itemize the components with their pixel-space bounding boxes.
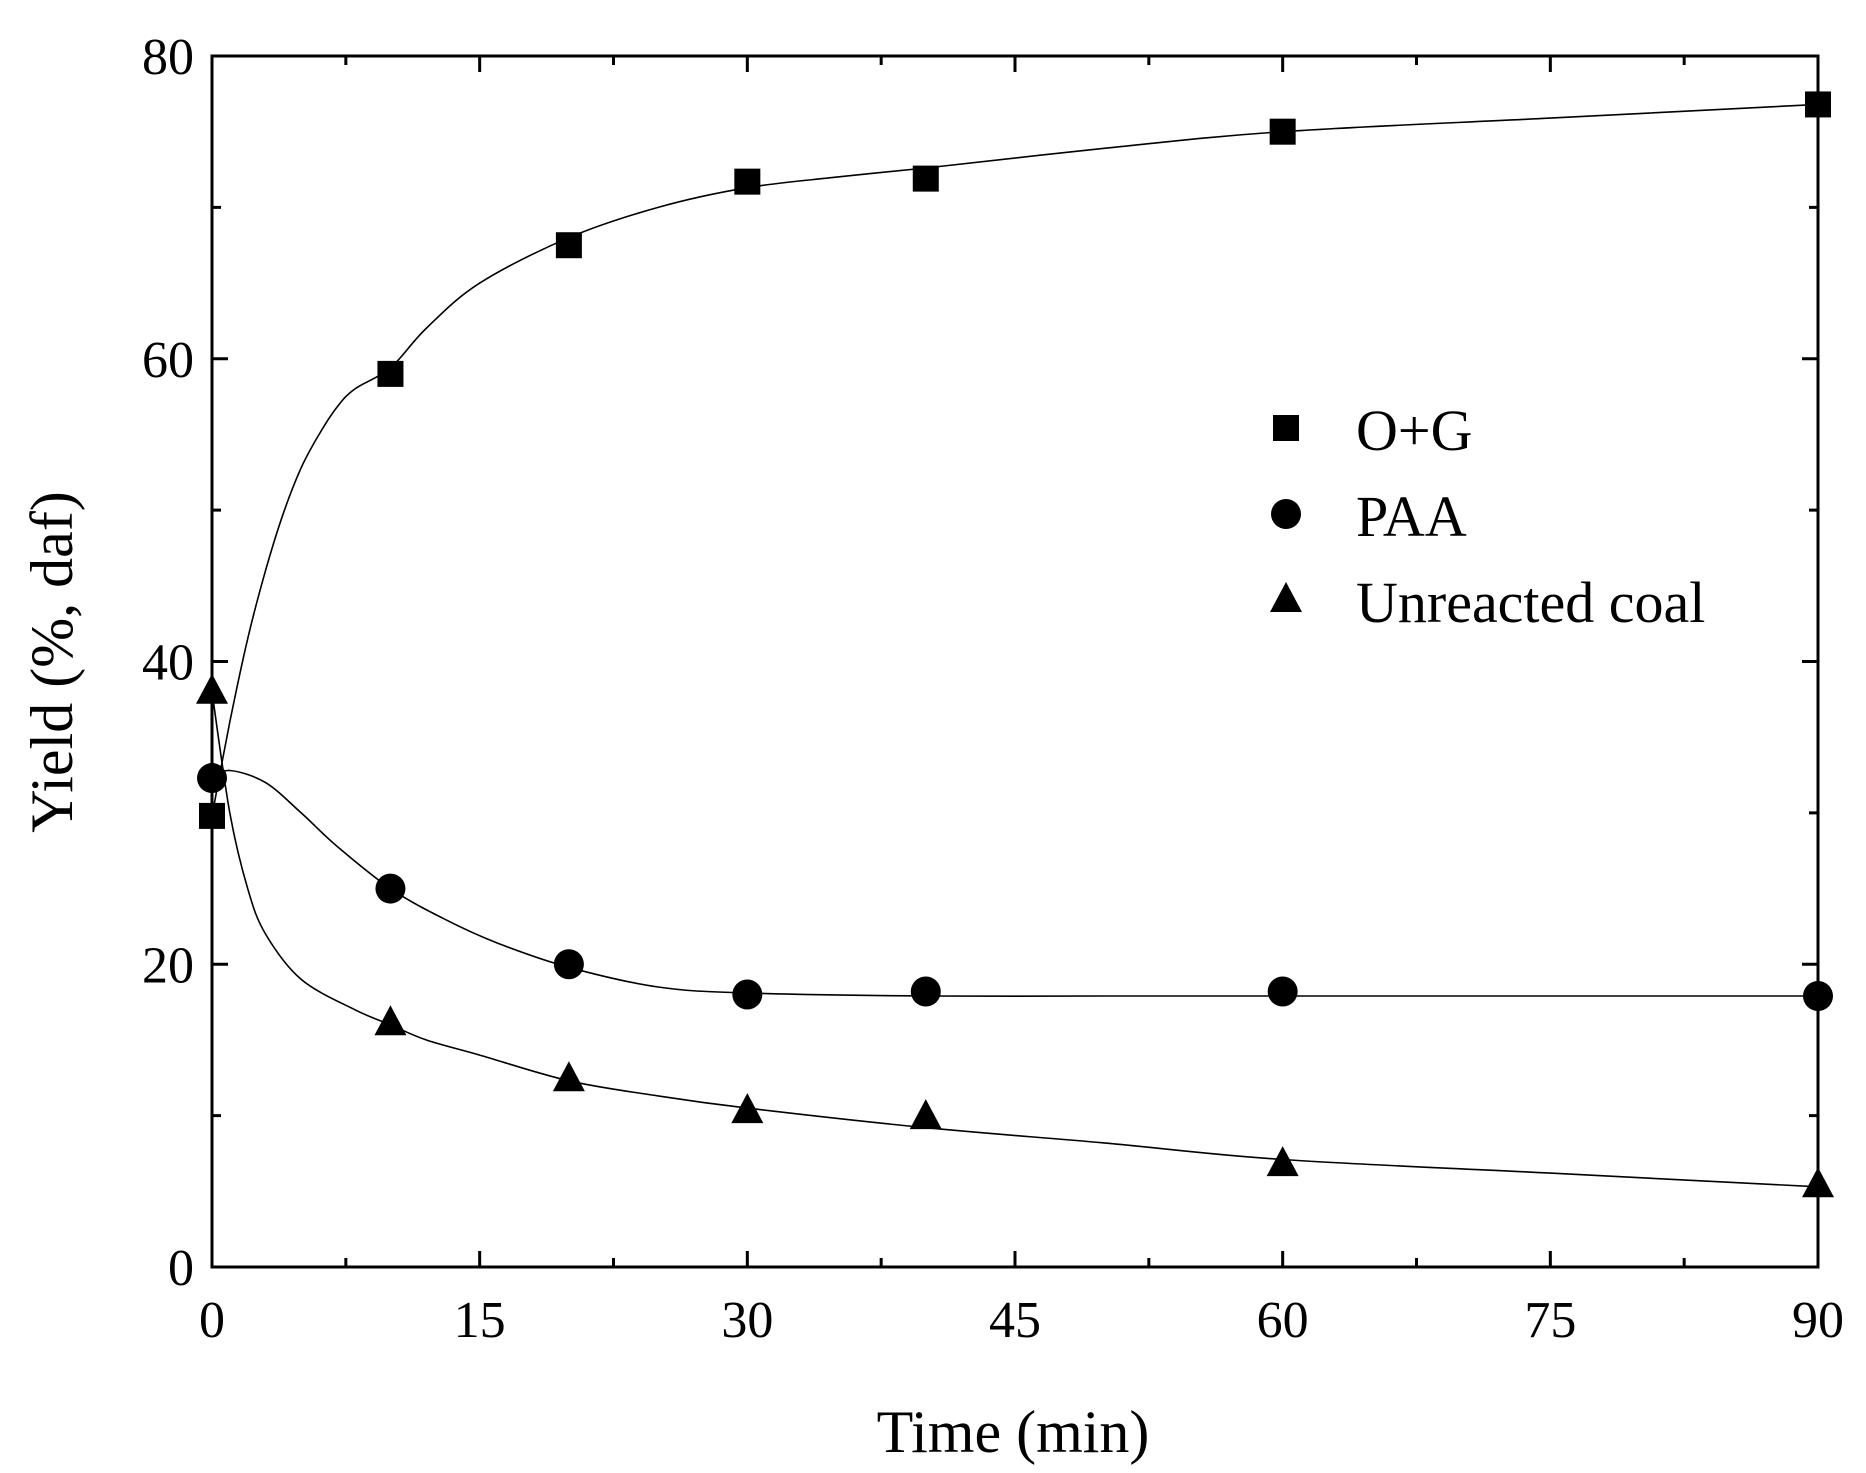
data-point-o-g [734,168,761,195]
data-point-o-g [1269,118,1296,145]
data-point-o-g [377,360,404,387]
axis-ticks: 0 15 30 45 60 75 90 0 20 40 60 80 [142,29,1844,1349]
legend-marker-unreacted-coal [1270,582,1302,612]
data-point-unreacted-coal [731,1093,764,1124]
data-point-paa [910,976,941,1007]
y-tick-label: 20 [142,937,194,994]
x-tick-label: 90 [1792,1292,1844,1349]
legend-marker-paa [1271,499,1301,529]
data-point-unreacted-coal [909,1099,942,1130]
legend-marker-o-g [1273,415,1299,441]
legend-label-paa: PAA [1356,484,1467,549]
fit-curves [211,103,1819,1188]
data-point-unreacted-coal [552,1061,585,1092]
data-point-unreacted-coal [374,1005,407,1036]
fit-curve-paa [211,769,1818,998]
legend: O+G PAA Unreacted coal [1270,398,1705,635]
x-tick-label: 45 [989,1292,1041,1349]
axes-frame [210,54,1820,1269]
fit-curve-unreacted-coal [211,691,1819,1188]
y-tick-label: 60 [142,332,194,389]
y-tick-label: 0 [168,1240,194,1297]
y-axis-title: Yield (%, daf) [19,491,85,833]
data-point-o-g [912,165,939,192]
data-point-paa [732,979,763,1010]
data-point-paa [1267,976,1298,1007]
data-point-paa [553,949,584,980]
x-axis-title: Time (min) [877,1399,1150,1465]
x-tick-label: 15 [454,1292,506,1349]
y-tick-label: 40 [142,635,194,692]
x-tick-label: 0 [199,1292,225,1349]
plot-frame [210,54,1820,1269]
legend-label-unreacted-coal: Unreacted coal [1356,570,1705,635]
fit-curve-o-g [211,103,1819,817]
data-markers [196,91,1834,1198]
y-tick-label: 80 [142,29,194,86]
data-point-o-g [555,232,582,259]
x-tick-label: 60 [1257,1292,1309,1349]
data-point-unreacted-coal [1266,1146,1299,1177]
x-tick-label: 75 [1524,1292,1576,1349]
data-point-paa [375,873,406,904]
x-tick-label: 30 [721,1292,773,1349]
legend-label-o-g: O+G [1356,398,1472,463]
